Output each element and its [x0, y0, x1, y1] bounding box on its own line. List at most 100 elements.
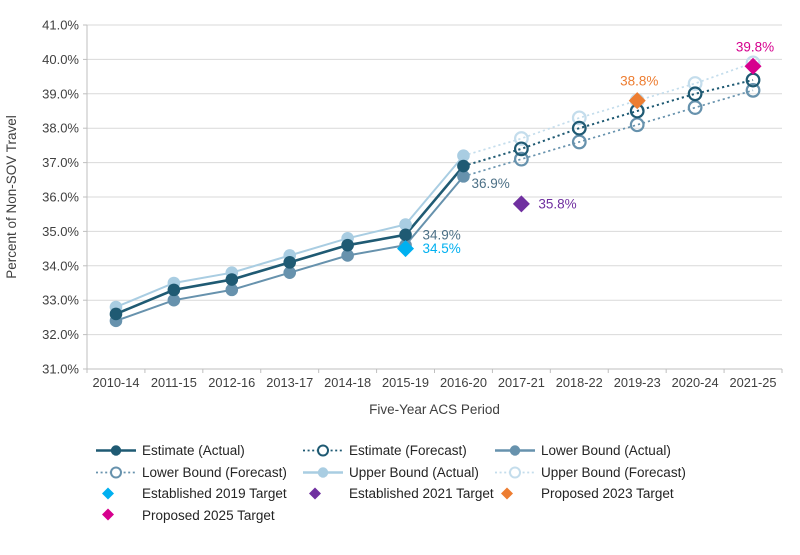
data-point-marker: [283, 266, 297, 279]
data-point-marker: [341, 238, 354, 252]
data-point-marker: [513, 131, 529, 146]
legend-item-label: Lower Bound (Forecast): [142, 464, 287, 480]
target-diamond: [744, 57, 762, 75]
legend-item: Established 2019 Target: [95, 486, 302, 501]
y-tick-label: 35.0%: [42, 224, 79, 239]
data-point-marker: [687, 100, 703, 115]
target-diamond: [628, 92, 646, 110]
data-point-marker: [399, 218, 412, 231]
data-point-marker: [167, 293, 181, 307]
y-tick-label: 33.0%: [42, 293, 79, 308]
x-tick-label: 2016-20: [440, 375, 487, 390]
x-axis-title: Five-Year ACS Period: [369, 402, 500, 417]
legend-item: Established 2021 Target: [302, 486, 494, 501]
x-tick-label: 2012-16: [208, 375, 255, 390]
y-tick-label: 41.0%: [42, 18, 79, 33]
legend-diamond-marker: [501, 487, 513, 500]
data-point-marker: [457, 170, 470, 183]
data-point-marker: [571, 134, 587, 150]
legend-row: Lower Bound (Forecast) Upper Bound (Actu…: [95, 461, 740, 482]
data-point-marker: [283, 256, 297, 269]
x-tick-label: 2011-15: [151, 375, 197, 390]
chart-plot-area: 41.0% 40.0% 39.0% 38.0% 37.0% 36.0% 35.0% 34.0%…: [4, 18, 783, 417]
legend-row: Estimate (Actual) Estimate (Forecast) Lo…: [95, 440, 740, 461]
target-label: 35.8%: [538, 196, 576, 211]
legend-line-filled-marker: [96, 445, 136, 456]
legend-diamond-marker: [309, 487, 321, 500]
x-tick-label: 2021-25: [730, 375, 777, 390]
target-label: 34.5%: [423, 241, 461, 256]
target-label: 38.8%: [620, 74, 658, 89]
series-line: [463, 62, 754, 157]
legend-item: Proposed 2023 Target: [494, 486, 740, 501]
data-point-marker: [571, 110, 587, 126]
legend-item-label: Estimate (Actual): [142, 443, 245, 459]
legend-item-label: Upper Bound (Actual): [349, 464, 479, 480]
legend-line-open-marker: [96, 466, 136, 479]
data-point-marker: [513, 151, 529, 167]
legend-line-open-marker: [303, 444, 343, 457]
data-point-marker: [109, 307, 123, 321]
value-annotation: 34.9%: [423, 227, 461, 242]
y-axis-title: Percent of Non-SOV Travel: [4, 115, 19, 279]
legend-diamond-marker: [102, 508, 114, 521]
legend-item-label: Lower Bound (Actual): [541, 443, 671, 459]
y-tick-label: 38.0%: [42, 121, 79, 136]
data-point-marker: [629, 117, 645, 133]
legend-item: Estimate (Actual): [95, 443, 302, 458]
data-point-marker: [225, 273, 239, 286]
x-tick-label: 2013-17: [266, 375, 313, 390]
legend-item: Lower Bound (Actual): [494, 443, 740, 458]
data-point-marker: [225, 283, 239, 297]
chart-legend: Estimate (Actual) Estimate (Forecast) Lo…: [95, 440, 740, 526]
y-tick-label: 40.0%: [42, 52, 79, 67]
legend-item-label: Proposed 2023 Target: [541, 486, 674, 502]
legend-line-filled-marker: [495, 445, 535, 456]
value-annotation: 36.9%: [471, 176, 509, 191]
x-tick-label: 2014-18: [324, 375, 371, 390]
legend-row: Proposed 2025 Target: [95, 504, 740, 525]
y-tick-label: 31.0%: [42, 362, 79, 377]
x-tick-label: 2010-14: [92, 375, 139, 390]
legend-item-label: Upper Bound (Forecast): [541, 464, 686, 480]
y-tick-label: 32.0%: [42, 327, 79, 342]
data-point-marker: [745, 82, 761, 98]
legend-item: Proposed 2025 Target: [95, 507, 302, 522]
x-tick-label: 2020-24: [672, 375, 719, 390]
x-tick-label: 2019-23: [614, 375, 661, 390]
series-line: [463, 79, 754, 167]
x-tick-label: 2015-19: [382, 375, 429, 390]
y-tick-label: 37.0%: [42, 155, 79, 170]
legend-item-label: Established 2019 Target: [142, 486, 287, 502]
data-point-marker: [457, 149, 470, 163]
legend-item-label: Established 2021 Target: [349, 486, 494, 502]
data-point-marker: [457, 159, 470, 173]
data-point-marker: [687, 86, 703, 102]
legend-line-filled-marker: [303, 466, 343, 478]
data-point-marker: [571, 120, 587, 136]
y-tick-label: 39.0%: [42, 86, 79, 101]
data-point-marker: [399, 228, 412, 242]
x-tick-label: 2018-22: [556, 375, 603, 390]
legend-diamond-marker: [102, 487, 114, 500]
legend-item: Estimate (Forecast): [302, 443, 494, 458]
data-point-marker: [341, 249, 354, 262]
data-point-marker: [687, 76, 703, 91]
legend-row: Established 2019 Target Established 2021…: [95, 483, 740, 504]
series-line: [463, 89, 754, 178]
legend-item: Lower Bound (Forecast): [95, 465, 302, 480]
target-diamond: [397, 240, 415, 258]
y-tick-label: 36.0%: [42, 190, 79, 205]
data-point-marker: [513, 141, 529, 157]
target-diamond: [512, 195, 530, 213]
legend-item-label: Proposed 2025 Target: [142, 507, 275, 523]
target-label: 39.8%: [736, 39, 774, 54]
legend-item-label: Estimate (Forecast): [349, 443, 467, 459]
legend-line-open-marker: [495, 466, 535, 479]
y-tick-label: 34.0%: [42, 258, 79, 273]
legend-item: Upper Bound (Forecast): [494, 465, 740, 480]
data-point-marker: [167, 283, 181, 297]
legend-item: Upper Bound (Actual): [302, 465, 494, 480]
x-tick-label: 2017-21: [498, 375, 545, 390]
